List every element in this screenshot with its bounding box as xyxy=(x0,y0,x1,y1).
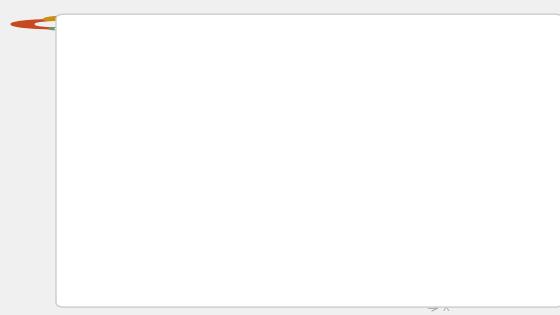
Bar xyxy=(137,122,335,138)
Circle shape xyxy=(62,17,104,21)
Text: Monthly: Monthly xyxy=(467,218,501,227)
Bar xyxy=(137,71,408,87)
Text: Monthly: Monthly xyxy=(467,114,501,123)
Circle shape xyxy=(11,20,118,29)
Polygon shape xyxy=(438,76,460,91)
Bar xyxy=(137,192,300,209)
Text: Weekly: Weekly xyxy=(467,184,497,192)
Text: Monthly: Monthly xyxy=(467,61,501,71)
Bar xyxy=(137,243,318,260)
Polygon shape xyxy=(438,129,460,143)
Circle shape xyxy=(49,28,74,30)
Text: X: X xyxy=(443,303,450,313)
Bar xyxy=(137,141,281,158)
Bar xyxy=(137,224,371,240)
Bar xyxy=(137,173,227,189)
Polygon shape xyxy=(438,233,460,248)
Text: Y: Y xyxy=(133,31,139,41)
Polygon shape xyxy=(438,216,460,230)
Text: Weekly: Weekly xyxy=(467,236,497,245)
Bar xyxy=(137,90,263,107)
Y-axis label: ENGAGEMENT: ENGAGEMENT xyxy=(87,134,96,197)
Polygon shape xyxy=(438,163,460,178)
Text: Weekly: Weekly xyxy=(467,79,497,88)
Circle shape xyxy=(35,21,94,27)
Text: Weekly: Weekly xyxy=(467,131,497,140)
Text: Monthly: Monthly xyxy=(467,166,501,175)
Polygon shape xyxy=(438,111,460,126)
Polygon shape xyxy=(438,59,460,73)
Text: Monthly  Change  Analysis  Bar Chart  PPT Background: Monthly Change Analysis Bar Chart PPT Ba… xyxy=(98,20,463,33)
Circle shape xyxy=(55,28,68,29)
Polygon shape xyxy=(438,181,460,195)
Circle shape xyxy=(44,16,122,23)
